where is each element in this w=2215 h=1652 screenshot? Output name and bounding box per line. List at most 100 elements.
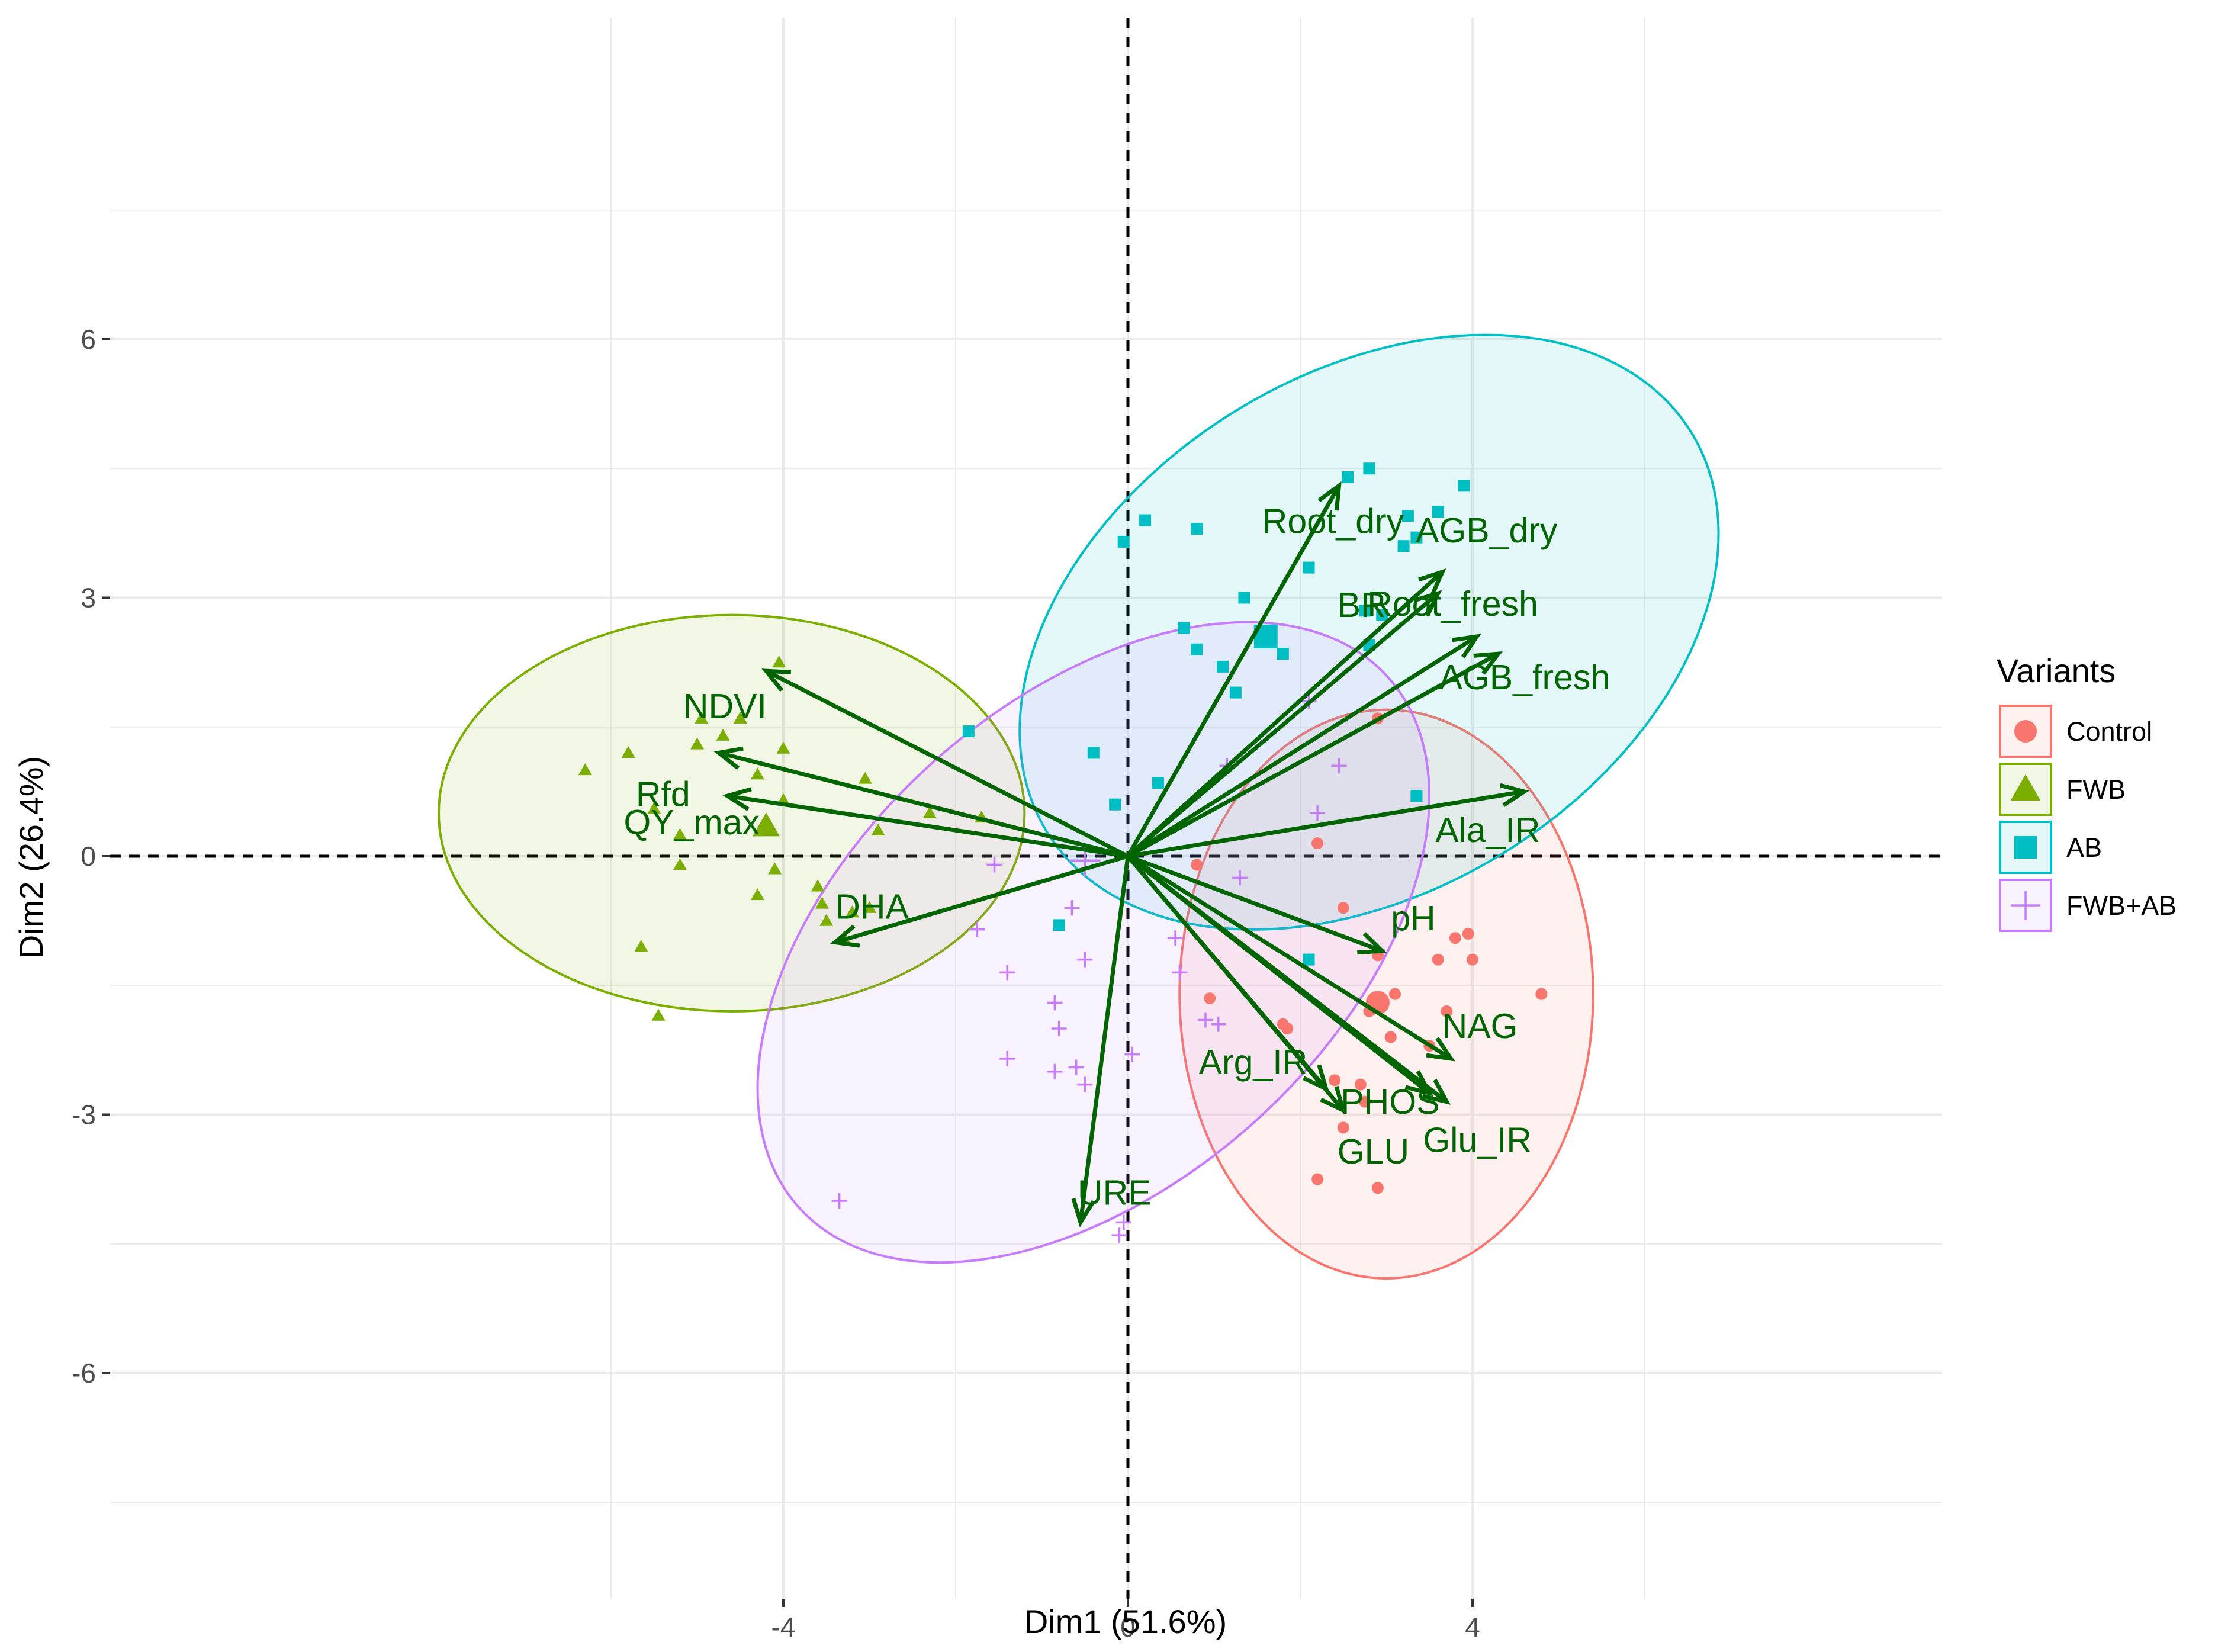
arrow-shaft-agb_dry [1126,570,1444,858]
point-control [1311,837,1324,850]
arrow-head-phos [1404,1070,1433,1097]
point-control [1535,988,1548,1000]
point-ab [1087,747,1100,759]
arrow-qy_max [722,787,1129,859]
arrow-shaft-ure [1078,856,1130,1223]
arrow-head-ala_ir [1499,783,1529,807]
point-ab [1342,471,1354,483]
point-fwb-ab [999,965,1015,981]
arrow-head-rfd [713,746,744,770]
arrow-ndvi [761,668,1129,859]
variable-label-root_dry: Root_dry [1262,502,1404,541]
arrow-ala_ir [1127,783,1529,859]
variable-label-ph: pH [1391,899,1435,938]
point-ab [1303,561,1315,574]
arrow-shaft-ph [1127,854,1383,953]
point-fwb-ab [1111,1227,1127,1243]
point-fwb [716,728,730,741]
arrow-head-dha [830,924,860,948]
legend-label-ab: AB [2066,833,2102,863]
point-fwb [776,741,790,754]
point-fwb-ab [1172,965,1188,981]
point-fwb-ab [1310,805,1326,821]
variable-arrows [713,481,1529,1227]
point-fwb [621,745,635,758]
arrow-ure [1071,856,1130,1227]
point-fwb [871,823,885,835]
point-fwb-ab [999,1050,1015,1066]
point-fwb [750,767,764,780]
point-ab [1397,540,1410,552]
point-fwb [651,1008,666,1021]
variable-label-ndvi: NDVI [683,687,767,726]
point-control [1311,1173,1324,1185]
point-fwb-ab [1077,1076,1093,1092]
ellipse-control [1178,708,1594,1280]
arrow-glu [1126,854,1347,1114]
arrow-head-ph [1357,932,1387,955]
point-ab [1191,643,1203,655]
point-fwb-ab [1051,1021,1067,1036]
centroid-fwb [752,812,780,837]
y-tick-label: 0 [81,841,96,872]
point-control [1354,1078,1367,1091]
point-ab [1229,686,1242,699]
point-ab [1152,777,1164,789]
point-fwb [858,772,872,784]
axes: -4 0 4 6 3 0 -3 -6 Dim1 (51.6%) Dim2 (26.4%) [12,324,1480,1643]
arrow-nag [1127,854,1455,1062]
point-fwb [845,905,859,918]
point-control [1467,953,1478,966]
legend-title: Variants [1997,652,2116,689]
point-control [1281,1023,1294,1034]
arrow-shaft-dha [834,854,1129,944]
point-control [1441,1005,1453,1017]
legend-key-marker-control [2014,720,2037,743]
variable-label-rfd: Rfd [636,774,690,814]
point-control [1359,1095,1371,1108]
arrow-shaft-ndvi [765,669,1129,859]
legend-key-marker-ab [2014,836,2037,859]
point-ab [1410,531,1423,544]
point-fwb-ab [1064,900,1080,916]
point-fwb [578,763,592,776]
legend: Variants Control FWB AB FWB+AB [1997,652,2177,932]
y-tick-label: -6 [72,1358,96,1389]
confidence-ellipses [437,333,1720,1280]
arrow-dha [830,854,1129,948]
arrow-shaft-nag [1127,854,1452,1060]
point-fwb [695,711,709,724]
point-ab [1359,605,1371,617]
point-fwb-ab [1115,1214,1131,1230]
point-control [1191,859,1203,871]
arrow-shaft-root_dry [1126,484,1341,857]
point-control [1337,902,1349,914]
legend-key-marker-fwb-ab [2011,891,2040,920]
point-fwb-ab [1197,1012,1213,1028]
arrow-head-ure [1071,1198,1095,1227]
point-ab [1432,506,1444,518]
variable-label-dha: DHA [835,888,909,927]
variable-label-arg_ir: Arg_IR [1199,1043,1308,1082]
point-ab [1376,609,1388,621]
legend-entry-control: Control [1999,705,2152,758]
point-fwb-ab [1232,870,1248,886]
point-fwb-ab [1168,930,1184,946]
point-ab [1401,510,1414,522]
arrow-shaft-glu [1126,854,1345,1112]
arrow-ph [1127,854,1387,955]
point-fwb [750,888,764,901]
arrow-shaft-ala_ir [1127,789,1525,859]
point-fwb-ab [1210,1016,1226,1032]
arrow-head-agb_dry [1418,568,1446,596]
point-ab [1458,480,1470,492]
point-fwb [647,802,661,814]
point-ab [1238,592,1250,604]
x-tick-label: 4 [1465,1612,1480,1643]
point-ab [1191,523,1203,535]
y-tick-label: -3 [72,1100,96,1130]
point-fwb [673,828,687,840]
